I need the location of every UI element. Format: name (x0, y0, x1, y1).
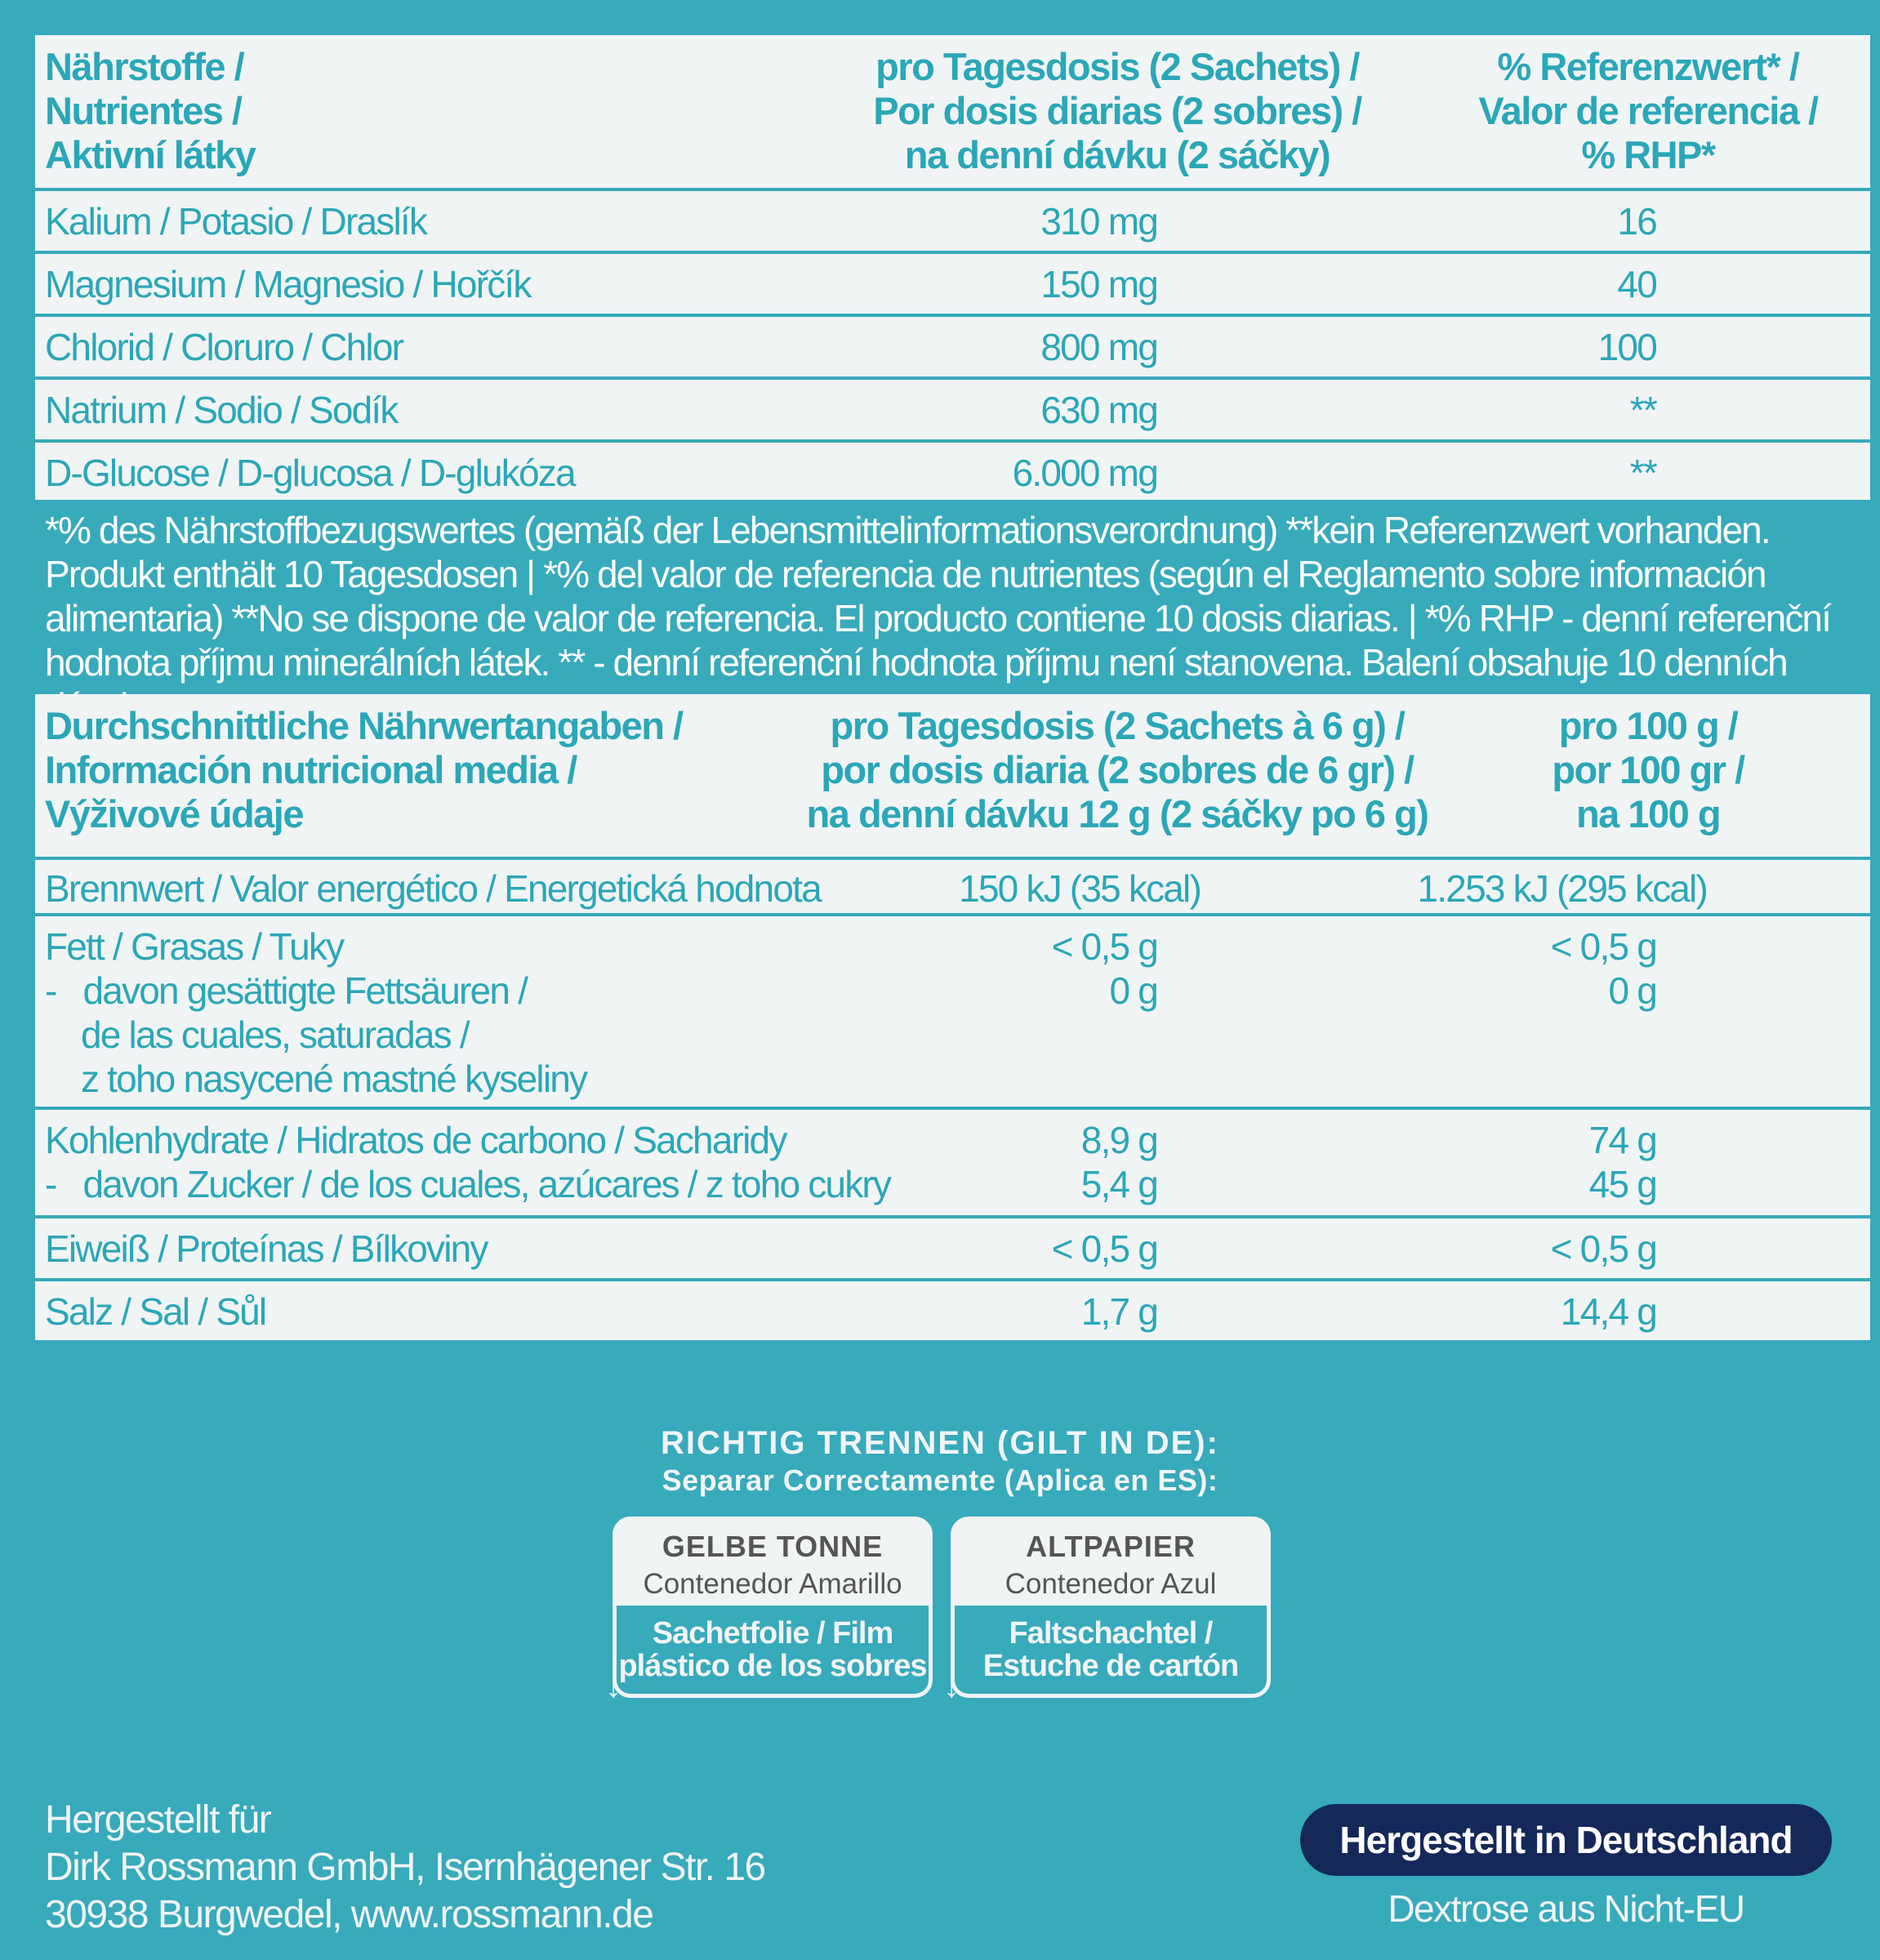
per100-value: 45 g (1588, 1163, 1658, 1205)
recycling-title-es: Separar Correctamente (Aplica en ES): (662, 1463, 1218, 1497)
table-row-fat: Fett / Grasas / Tuky - davon gesättigte F… (35, 913, 1870, 1107)
header-label: por 100 gr / (1552, 748, 1745, 791)
amount: 6.000 mg (1012, 452, 1159, 494)
minerals-header: Nährstoffe / Nutrientes / Aktivní látky pr… (35, 45, 1870, 184)
manufacturer-line: Dirk Rossmann GmbH, Isernhägener Str. 16 (45, 1846, 766, 1889)
nutrient-name: Natrium / Sodio / Sodík (45, 389, 399, 431)
dose-value: < 0,5 g (1051, 1227, 1159, 1270)
reference-value: ** (1629, 389, 1658, 431)
per100-value: < 0,5 g (1550, 925, 1658, 968)
dose-value: 1,7 g (1080, 1290, 1159, 1333)
reference-value: 100 (1597, 326, 1658, 368)
dose-value: 5,4 g (1080, 1163, 1159, 1205)
dose-value: < 0,5 g (1051, 925, 1159, 968)
header-label: Valor de referencia / (1478, 89, 1819, 132)
nutrient-name: Chlorid / Cloruro / Chlor (45, 326, 404, 368)
per100-value: < 0,5 g (1550, 1227, 1658, 1270)
header-label: Por dosis diarias (2 sobres) / (873, 89, 1362, 132)
header-label: pro 100 g / (1558, 704, 1739, 747)
dose-value: 150 kJ (35 kcal) (959, 867, 1202, 910)
table-row: Natrium / Sodio / Sodík 630 mg ** (35, 376, 1870, 439)
amount: 800 mg (1040, 326, 1158, 368)
header-label: Výživové údaje (45, 792, 304, 835)
dose-value: 8,9 g (1080, 1119, 1159, 1161)
origin-note: Dextrose aus Nicht-EU (1388, 1887, 1745, 1930)
sub-nutrient-name: z toho nasycené mastné kyseliny (81, 1058, 588, 1100)
dose-value: 0 g (1109, 969, 1158, 1012)
bin-subtitle: Contenedor Azul (1005, 1568, 1217, 1600)
arrow-down-icon: ↓ (943, 1668, 960, 1704)
amount: 630 mg (1040, 389, 1158, 431)
bin-item: plástico de los sobres (618, 1649, 927, 1683)
manufacturer-line: Hergestellt für (45, 1798, 272, 1842)
table-row: Kalium / Potasio / Draslík 310 mg 16 (35, 188, 1870, 251)
manufacturer-info: Hergestellt für Dirk Rossmann GmbH, Iser… (45, 1797, 766, 1939)
recycling-title-de: RICHTIG TRENNEN (GILT IN DE): (661, 1425, 1219, 1461)
amount: 310 mg (1040, 200, 1158, 243)
sub-nutrient-name: - davon Zucker / de los cuales, azúcares… (45, 1163, 892, 1205)
nutrient-name: Eiweiß / Proteínas / Bílkoviny (45, 1227, 488, 1270)
sub-nutrient-name: de las cuales, saturadas / (81, 1013, 470, 1056)
nutrient-name: Kalium / Potasio / Draslík (45, 200, 428, 243)
reference-value: 40 (1617, 263, 1657, 305)
per100-value: 74 g (1588, 1119, 1658, 1161)
recycling-bin-paper: ALTPAPIER Contenedor Azul Faltschachtel /… (943, 1517, 1271, 1704)
bin-subtitle: Contenedor Amarillo (643, 1568, 902, 1600)
table-row: Magnesium / Magnesio / Hořčík 150 mg 40 (35, 251, 1870, 314)
table-row: Chlorid / Cloruro / Chlor 800 mg 100 (35, 314, 1870, 376)
bin-name: ALTPAPIER (1026, 1530, 1196, 1563)
header-label: Nutrientes / (45, 89, 243, 132)
manufacturer-line: 30938 Burgwedel, www.rossmann.de (45, 1893, 654, 1936)
nutrient-name: Salz / Sal / Sůl (45, 1290, 267, 1333)
nutrition-table: Durchschnittliche Nährwertangaben / Infor… (35, 694, 1870, 1340)
header-label: por dosis diaria (2 sobres de 6 gr) / (821, 748, 1414, 791)
nutrient-name: Fett / Grasas / Tuky (45, 925, 345, 968)
header-label: na denní dávku 12 g (2 sáčky po 6 g) (806, 792, 1429, 835)
table-row: D-Glucose / D-glucosa / D-glukóza 6.000 m… (35, 439, 1870, 500)
table-row-protein: Eiweiß / Proteínas / Bílkoviny < 0,5 g < 0… (35, 1215, 1870, 1278)
bin-item: Faltschachtel / (1009, 1616, 1214, 1650)
header-label: Información nutricional media / (45, 748, 577, 791)
arrow-down-icon: ↓ (605, 1668, 621, 1704)
nutrition-header: Durchschnittliche Nährwertangaben / Infor… (35, 704, 1870, 857)
per100-value: 0 g (1608, 969, 1657, 1012)
table-row-salt: Salz / Sal / Sůl 1,7 g 14,4 g (35, 1278, 1870, 1340)
nutrient-name: Magnesium / Magnesio / Hořčík (45, 263, 532, 305)
table-row-energy: Brennwert / Valor energético / Energetic… (35, 857, 1870, 913)
header-label: % RHP* (1581, 133, 1716, 176)
bin-name: GELBE TONNE (662, 1530, 884, 1563)
per100-value: 14,4 g (1560, 1290, 1658, 1333)
nutrient-name: Kohlenhydrate / Hidratos de carbono / Sa… (45, 1119, 787, 1161)
header-label: % Referenzwert* / (1497, 45, 1800, 88)
made-in-germany-badge: Hergestellt in Deutschland (1300, 1804, 1832, 1876)
header-label: Nährstoffe / (45, 45, 245, 88)
header-label: pro Tagesdosis (2 Sachets à 6 g) / (830, 704, 1406, 747)
header-label: na 100 g (1575, 792, 1722, 835)
nutrient-name: D-Glucose / D-glucosa / D-glukóza (45, 452, 577, 494)
reference-value: 16 (1617, 200, 1657, 243)
header-label: Aktivní látky (45, 133, 256, 176)
header-label: pro Tagesdosis (2 Sachets) / (875, 45, 1360, 88)
table-row-carbs: Kohlenhydrate / Hidratos de carbono / Sa… (35, 1107, 1870, 1215)
bin-item: Sachetfolie / Film (652, 1616, 894, 1650)
nutrient-name: Brennwert / Valor energético / Energetic… (45, 867, 822, 910)
sub-nutrient-name: - davon gesättigte Fettsäuren / (45, 969, 528, 1012)
header-label: Durchschnittliche Nährwertangaben / (45, 704, 684, 747)
minerals-table: Nährstoffe / Nutrientes / Aktivní látky pr… (35, 35, 1870, 500)
amount: 150 mg (1040, 263, 1158, 305)
header-label: na denní dávku (2 sáčky) (904, 133, 1331, 176)
per100-value: 1.253 kJ (295 kcal) (1417, 867, 1708, 910)
reference-value: ** (1629, 452, 1658, 494)
bin-item: Estuche de cartón (982, 1649, 1239, 1683)
recycling-bin-yellow: GELBE TONNE Contenedor Amarillo Sachetfol… (605, 1517, 933, 1704)
